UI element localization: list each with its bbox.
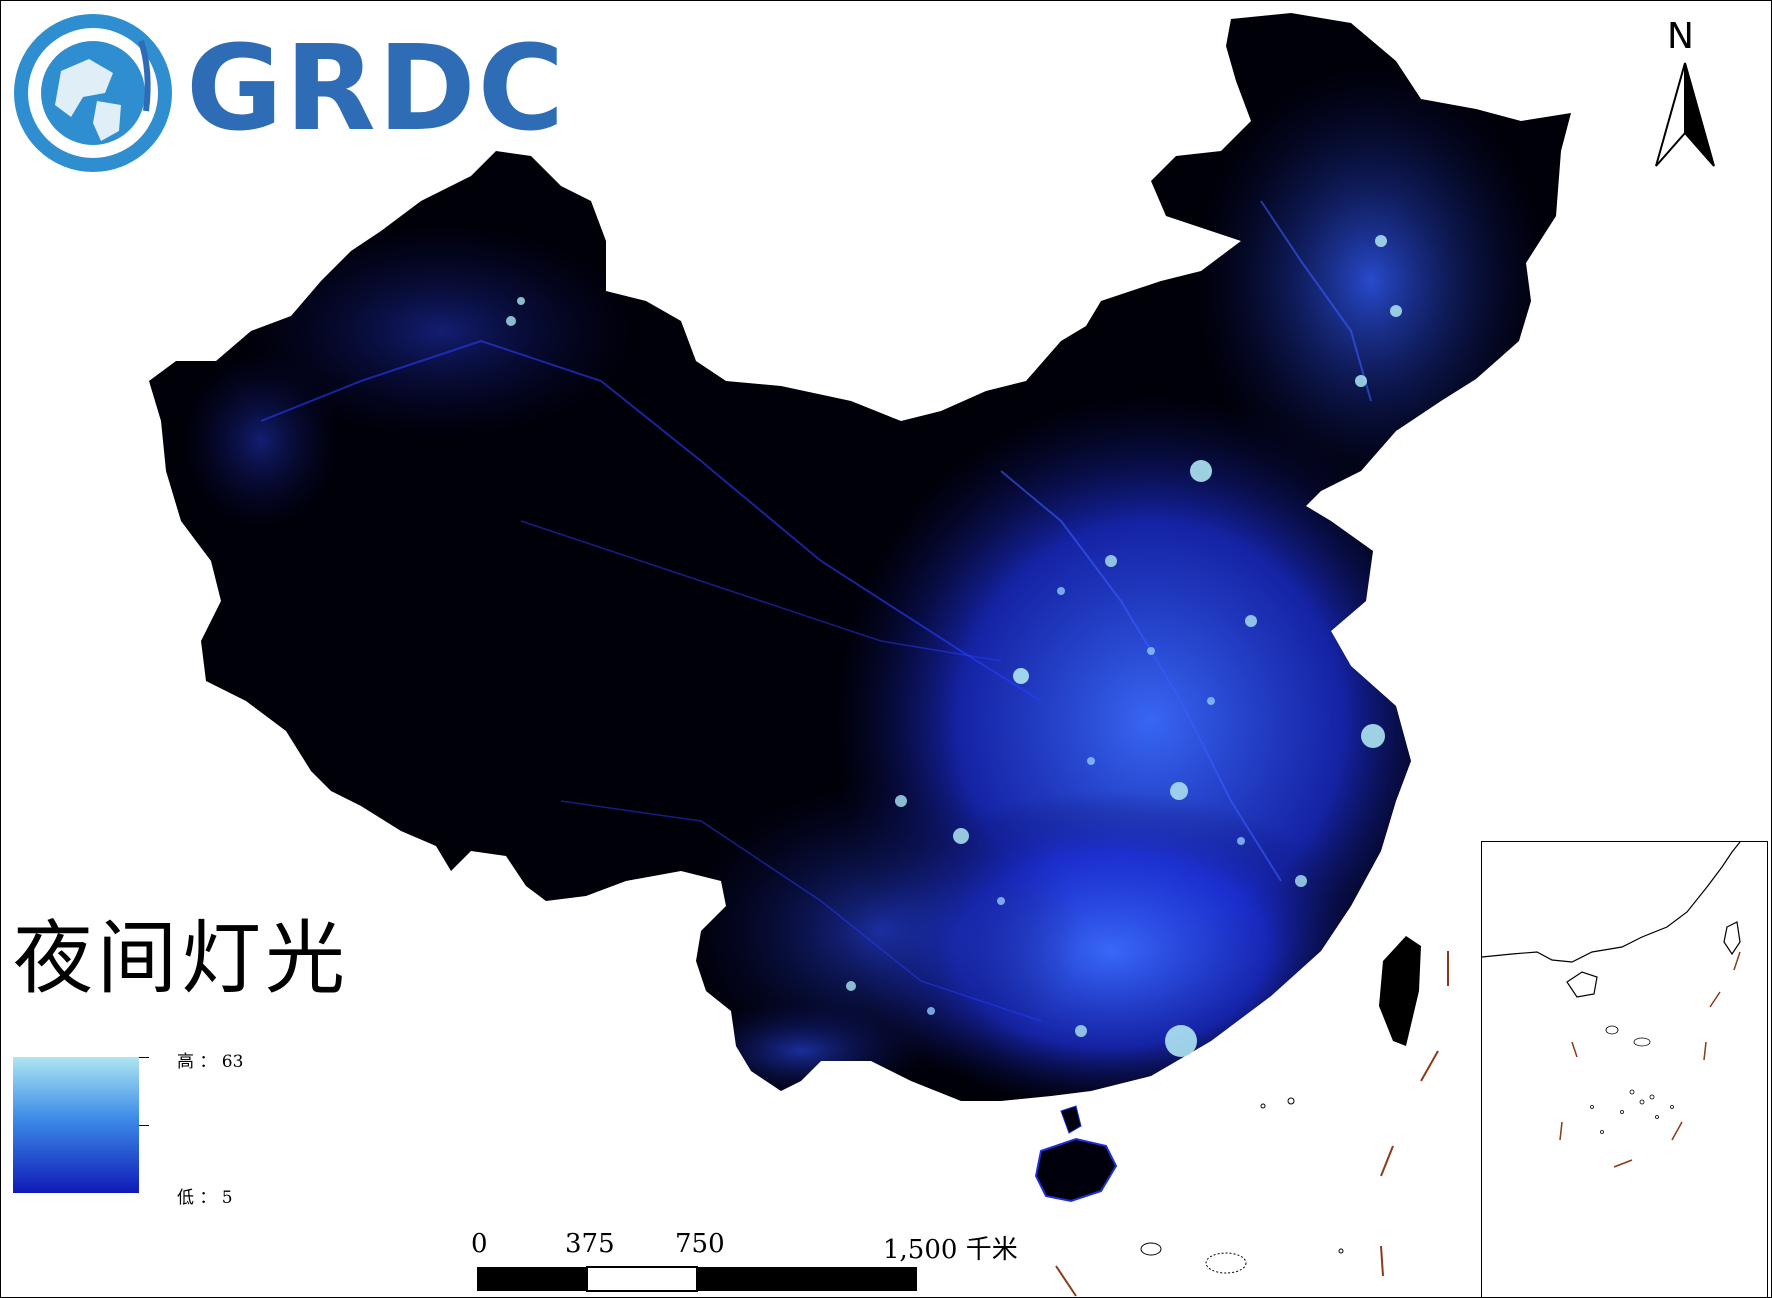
hainan-island bbox=[1034, 1137, 1118, 1203]
legend-high-label: 高 ： 63 bbox=[177, 1052, 244, 1072]
city-lights bbox=[506, 235, 1402, 1057]
north-label: N bbox=[1667, 16, 1694, 57]
south-china-sea-inset bbox=[1481, 841, 1768, 1297]
legend-tick-high bbox=[139, 1057, 149, 1058]
scale-label-750: 750 bbox=[675, 1229, 725, 1259]
north-arrow-icon bbox=[1655, 62, 1715, 167]
legend-low-label: 低 ： 5 bbox=[177, 1188, 233, 1208]
legend-tick-mid bbox=[139, 1125, 149, 1126]
scale-label-1500: 1,500 千米 bbox=[883, 1235, 1018, 1265]
grdc-logo-text: GRDC bbox=[186, 19, 567, 157]
legend-color-ramp bbox=[13, 1057, 139, 1193]
boundary-lines bbox=[1055, 951, 1449, 1297]
grdc-logo-globe bbox=[14, 14, 172, 172]
taiwan-island bbox=[1379, 936, 1421, 1046]
scale-bar bbox=[477, 1266, 917, 1292]
small-islands bbox=[1140, 1097, 1344, 1274]
scale-label-0: 0 bbox=[471, 1229, 488, 1259]
map-title: 夜间灯光 bbox=[13, 912, 349, 1005]
scale-label-375: 375 bbox=[565, 1229, 615, 1259]
inset-map bbox=[1481, 841, 1741, 1168]
